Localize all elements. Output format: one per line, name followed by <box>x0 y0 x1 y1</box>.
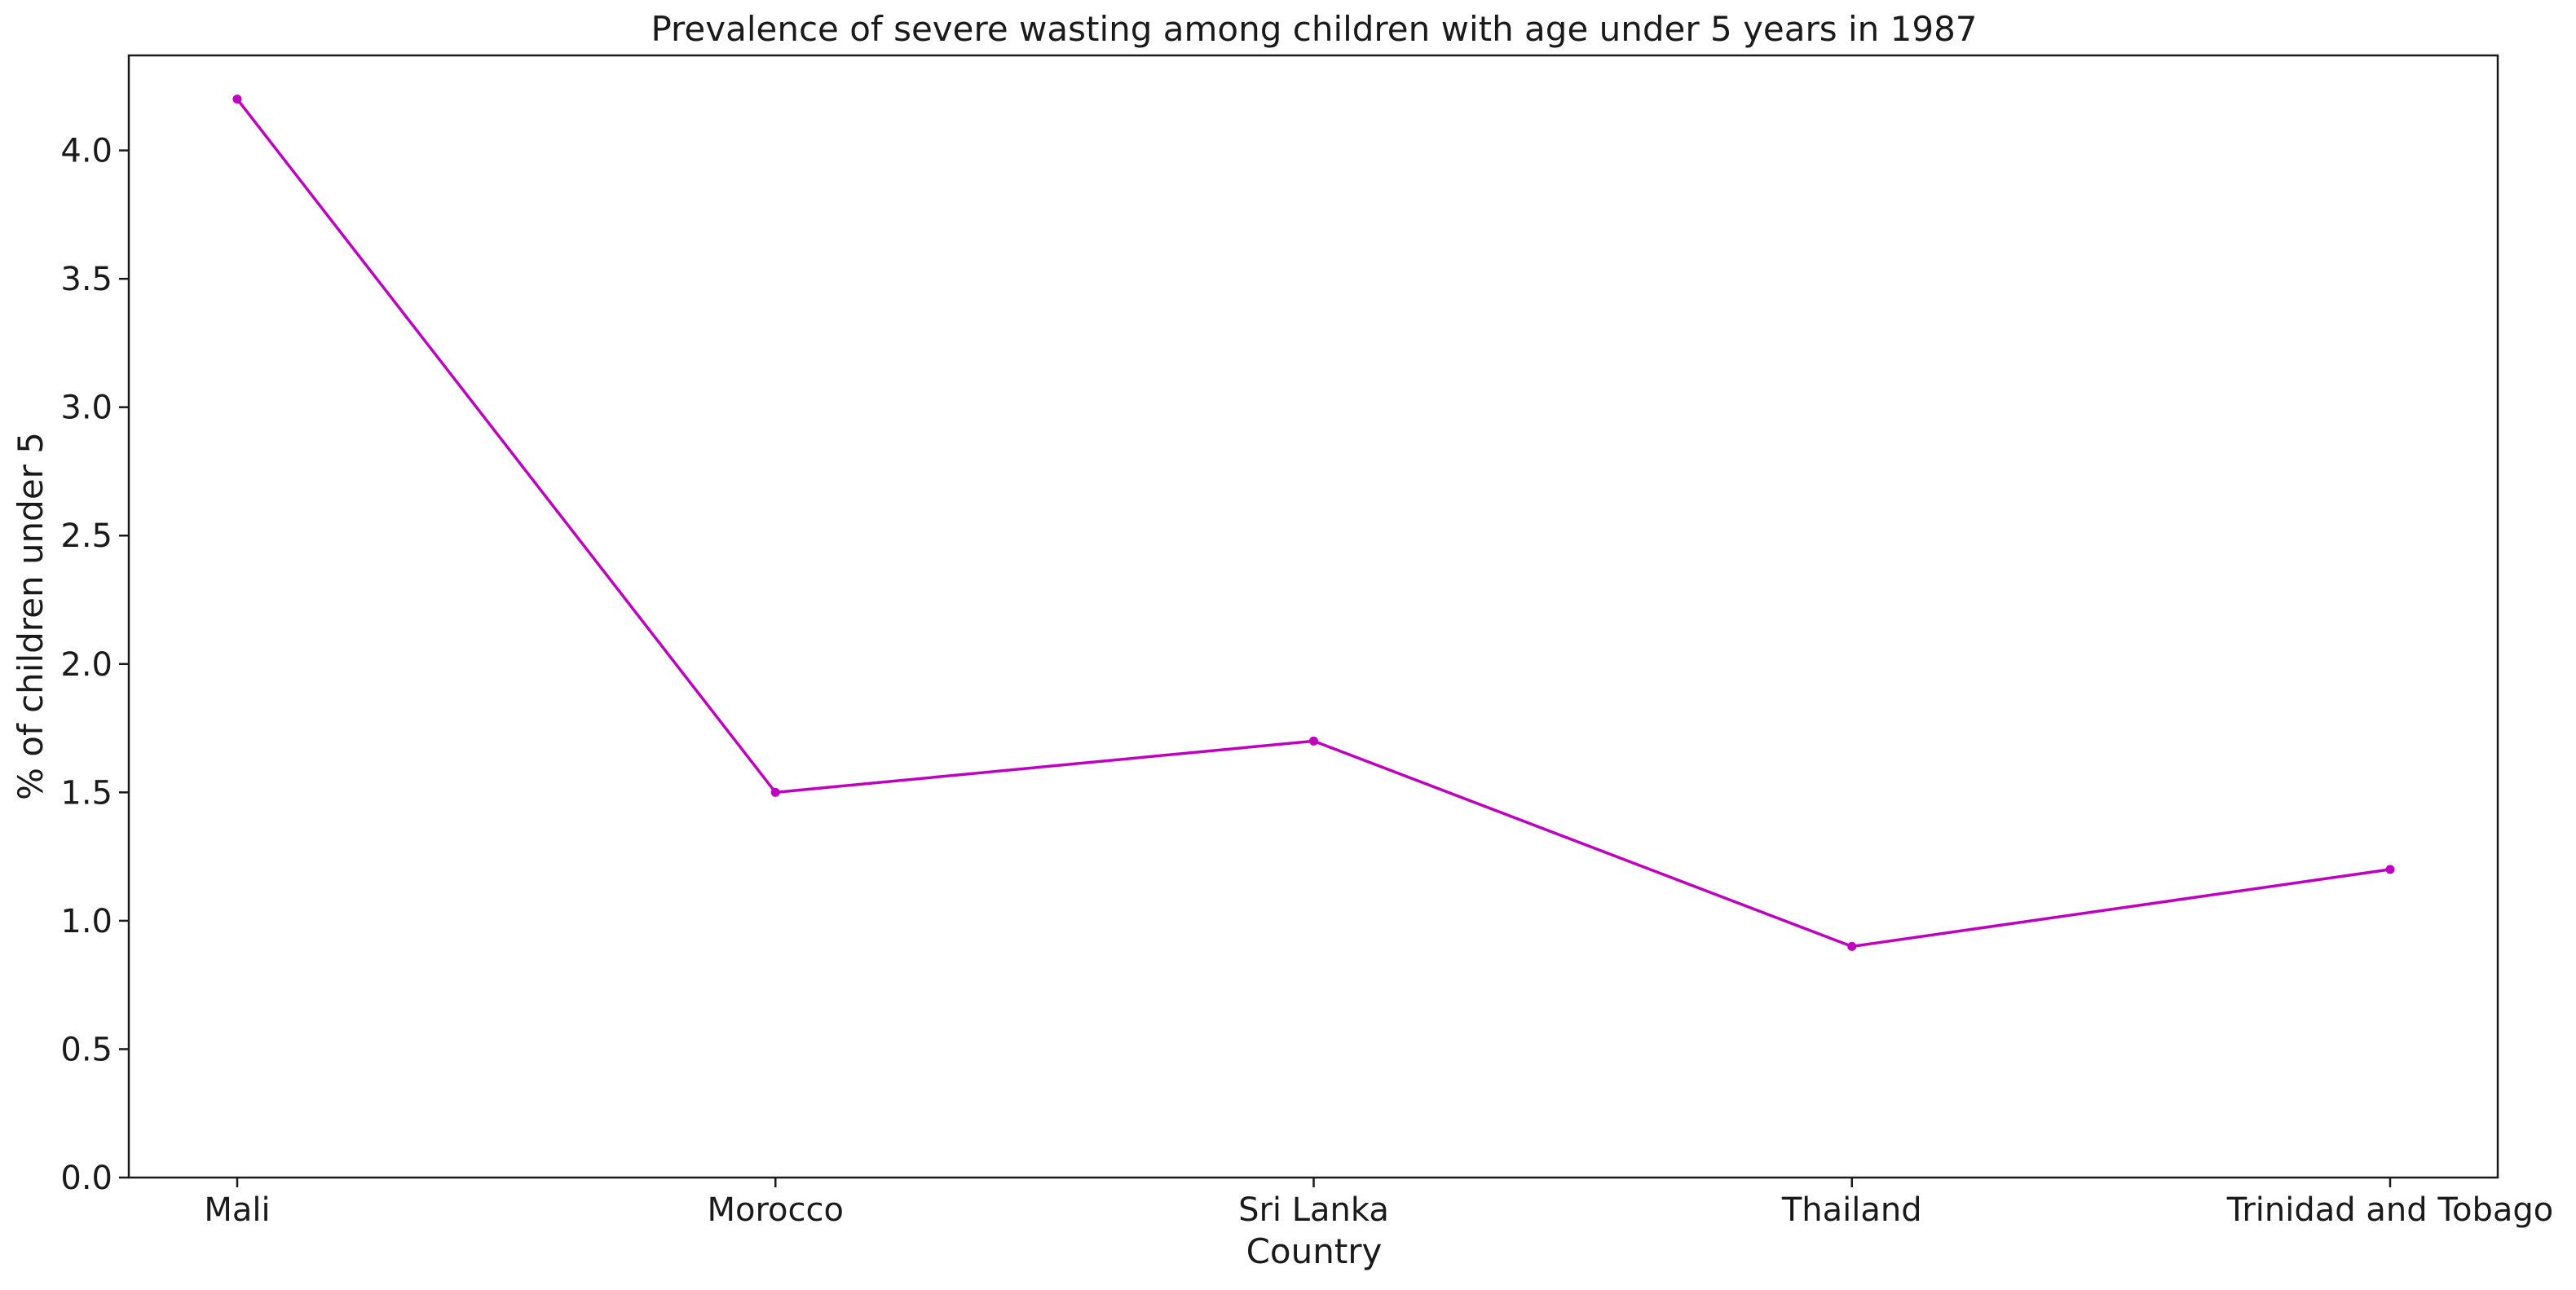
data-point <box>770 787 780 797</box>
data-point <box>232 95 242 104</box>
x-axis-ticks: Mali Morocco Sri Lanka Thailand Trinidad and… <box>204 1178 2553 1229</box>
x-tick-label: Mali <box>204 1191 270 1229</box>
y-axis-title: % of children under 5 <box>11 432 51 800</box>
data-point <box>1309 736 1318 746</box>
x-axis-title: Country <box>1246 1231 1383 1271</box>
y-tick-label: 0.5 <box>60 1031 112 1068</box>
chart-title: Prevalence of severe wasting among child… <box>651 9 1977 49</box>
x-tick-label: Sri Lanka <box>1238 1191 1389 1229</box>
series-line <box>236 98 2391 949</box>
y-tick-label: 2.0 <box>60 646 112 684</box>
y-tick-label: 1.5 <box>60 774 112 812</box>
y-tick-label: 3.0 <box>60 390 112 427</box>
y-tick-label: 1.0 <box>60 903 112 940</box>
data-point <box>1847 941 1857 951</box>
plot-series <box>232 95 2395 951</box>
y-tick-label: 2.5 <box>60 517 112 555</box>
y-axis-ticks: 0.0 0.5 1.0 1.5 2.0 2.5 3.0 3.5 4.0 <box>60 133 129 1197</box>
y-tick-label: 3.5 <box>60 261 112 298</box>
x-tick-label: Morocco <box>708 1191 844 1229</box>
x-tick-label: Thailand <box>1781 1191 1922 1229</box>
y-tick-label: 0.0 <box>60 1160 112 1197</box>
data-point <box>2385 865 2395 874</box>
y-tick-label: 4.0 <box>60 133 112 170</box>
x-tick-label: Trinidad and Tobago <box>2226 1191 2553 1229</box>
plot-area-frame <box>127 54 2499 1179</box>
